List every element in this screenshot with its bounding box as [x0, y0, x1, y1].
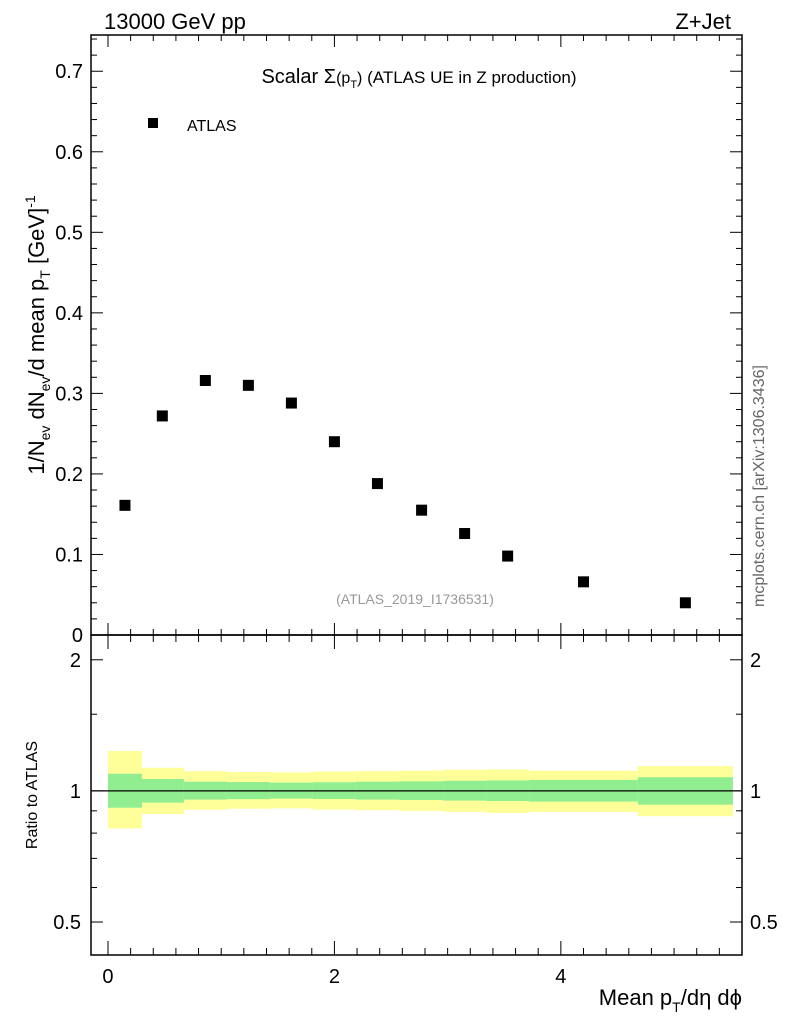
main-plot-panel: Scalar Σ(pT) (ATLAS UE in Z production) … [22, 34, 743, 647]
ylabel-sub3: T [37, 270, 53, 279]
ylabel-sub1: ev [37, 426, 53, 441]
main-y-tick-label: 0.6 [55, 142, 83, 164]
plot-title: Scalar Σ(pT) (ATLAS UE in Z production) [261, 66, 576, 91]
ratio-plot-panel: 0.5 0.5 1 1 2 2 0 2 4 Ratio to ATLAS Mean pT/dη… [24, 634, 778, 1015]
title-sub: T [350, 79, 357, 91]
ylabel-sup: -1 [22, 195, 38, 208]
main-y-tick-label: 0 [72, 625, 83, 647]
title-suffix: (ATLAS UE in Z production) [362, 68, 576, 87]
xlabel-sub: T [672, 999, 681, 1015]
x-tick-label: 4 [555, 966, 566, 988]
ylabel-sub2: ev [37, 377, 53, 392]
ylabel-part2: dN [24, 391, 49, 425]
main-y-tick-label: 0.3 [55, 383, 83, 405]
data-point-atlas [371, 478, 383, 490]
xlabel-part2: /dη dϕ [681, 985, 742, 1010]
x-axis-label: Mean pT/dη dϕ [599, 985, 742, 1015]
title-paren-close: ) [357, 70, 362, 87]
data-point-atlas [416, 504, 428, 516]
data-point-atlas [156, 410, 168, 422]
ylabel-part4: [GeV] [24, 208, 49, 270]
ratio-y-axis-label: Ratio to ATLAS [24, 741, 41, 849]
ratio-y-tick-label-left: 0.5 [53, 912, 81, 934]
main-y-tick-label: 0.4 [55, 303, 83, 325]
ratio-y-tick-label-left: 1 [70, 781, 81, 803]
header-process-label: Z+Jet [675, 9, 731, 34]
data-point-atlas [459, 528, 471, 540]
data-point-atlas [119, 499, 131, 511]
title-prefix: Scalar [261, 66, 323, 88]
data-point-atlas [199, 375, 211, 387]
ratio-y-tick-label-right: 2 [750, 650, 761, 672]
ylabel-part3: /d mean p [24, 279, 49, 377]
data-point-atlas [285, 397, 297, 409]
legend-marker-atlas [148, 118, 158, 128]
header-energy-label: 13000 GeV pp [104, 9, 246, 34]
legend-label-atlas: ATLAS [187, 118, 237, 135]
main-y-tick-label: 0.7 [55, 61, 83, 83]
main-y-tick-label: 0.1 [55, 544, 83, 566]
main-y-tick-label: 0.5 [55, 222, 83, 244]
side-source-label: mcplots.cern.ch [arXiv:1306.3436] [751, 365, 768, 607]
data-point-atlas [679, 597, 691, 609]
data-point-atlas [502, 550, 514, 562]
data-point-atlas [242, 379, 254, 391]
ylabel-part1: 1/N [24, 440, 49, 474]
analysis-watermark: (ATLAS_2019_I1736531) [336, 591, 494, 607]
title-sigma: Σ [324, 66, 336, 88]
ratio-plot-frame [90, 634, 743, 956]
x-tick-label: 0 [102, 966, 113, 988]
data-point-atlas [328, 436, 340, 448]
ratio-y-tick-label-right: 1 [750, 781, 761, 803]
xlabel-part1: Mean p [599, 985, 672, 1010]
ratio-y-tick-label-right: 0.5 [750, 912, 778, 934]
ratio-y-tick-label-left: 2 [70, 650, 81, 672]
main-y-axis-label: 1/Nev dNev/d mean pT [GeV]-1 [22, 195, 53, 475]
x-tick-label: 2 [329, 966, 340, 988]
data-point-atlas [577, 576, 589, 588]
main-y-tick-label: 0.2 [55, 464, 83, 486]
title-paren-open: (p [336, 70, 350, 87]
